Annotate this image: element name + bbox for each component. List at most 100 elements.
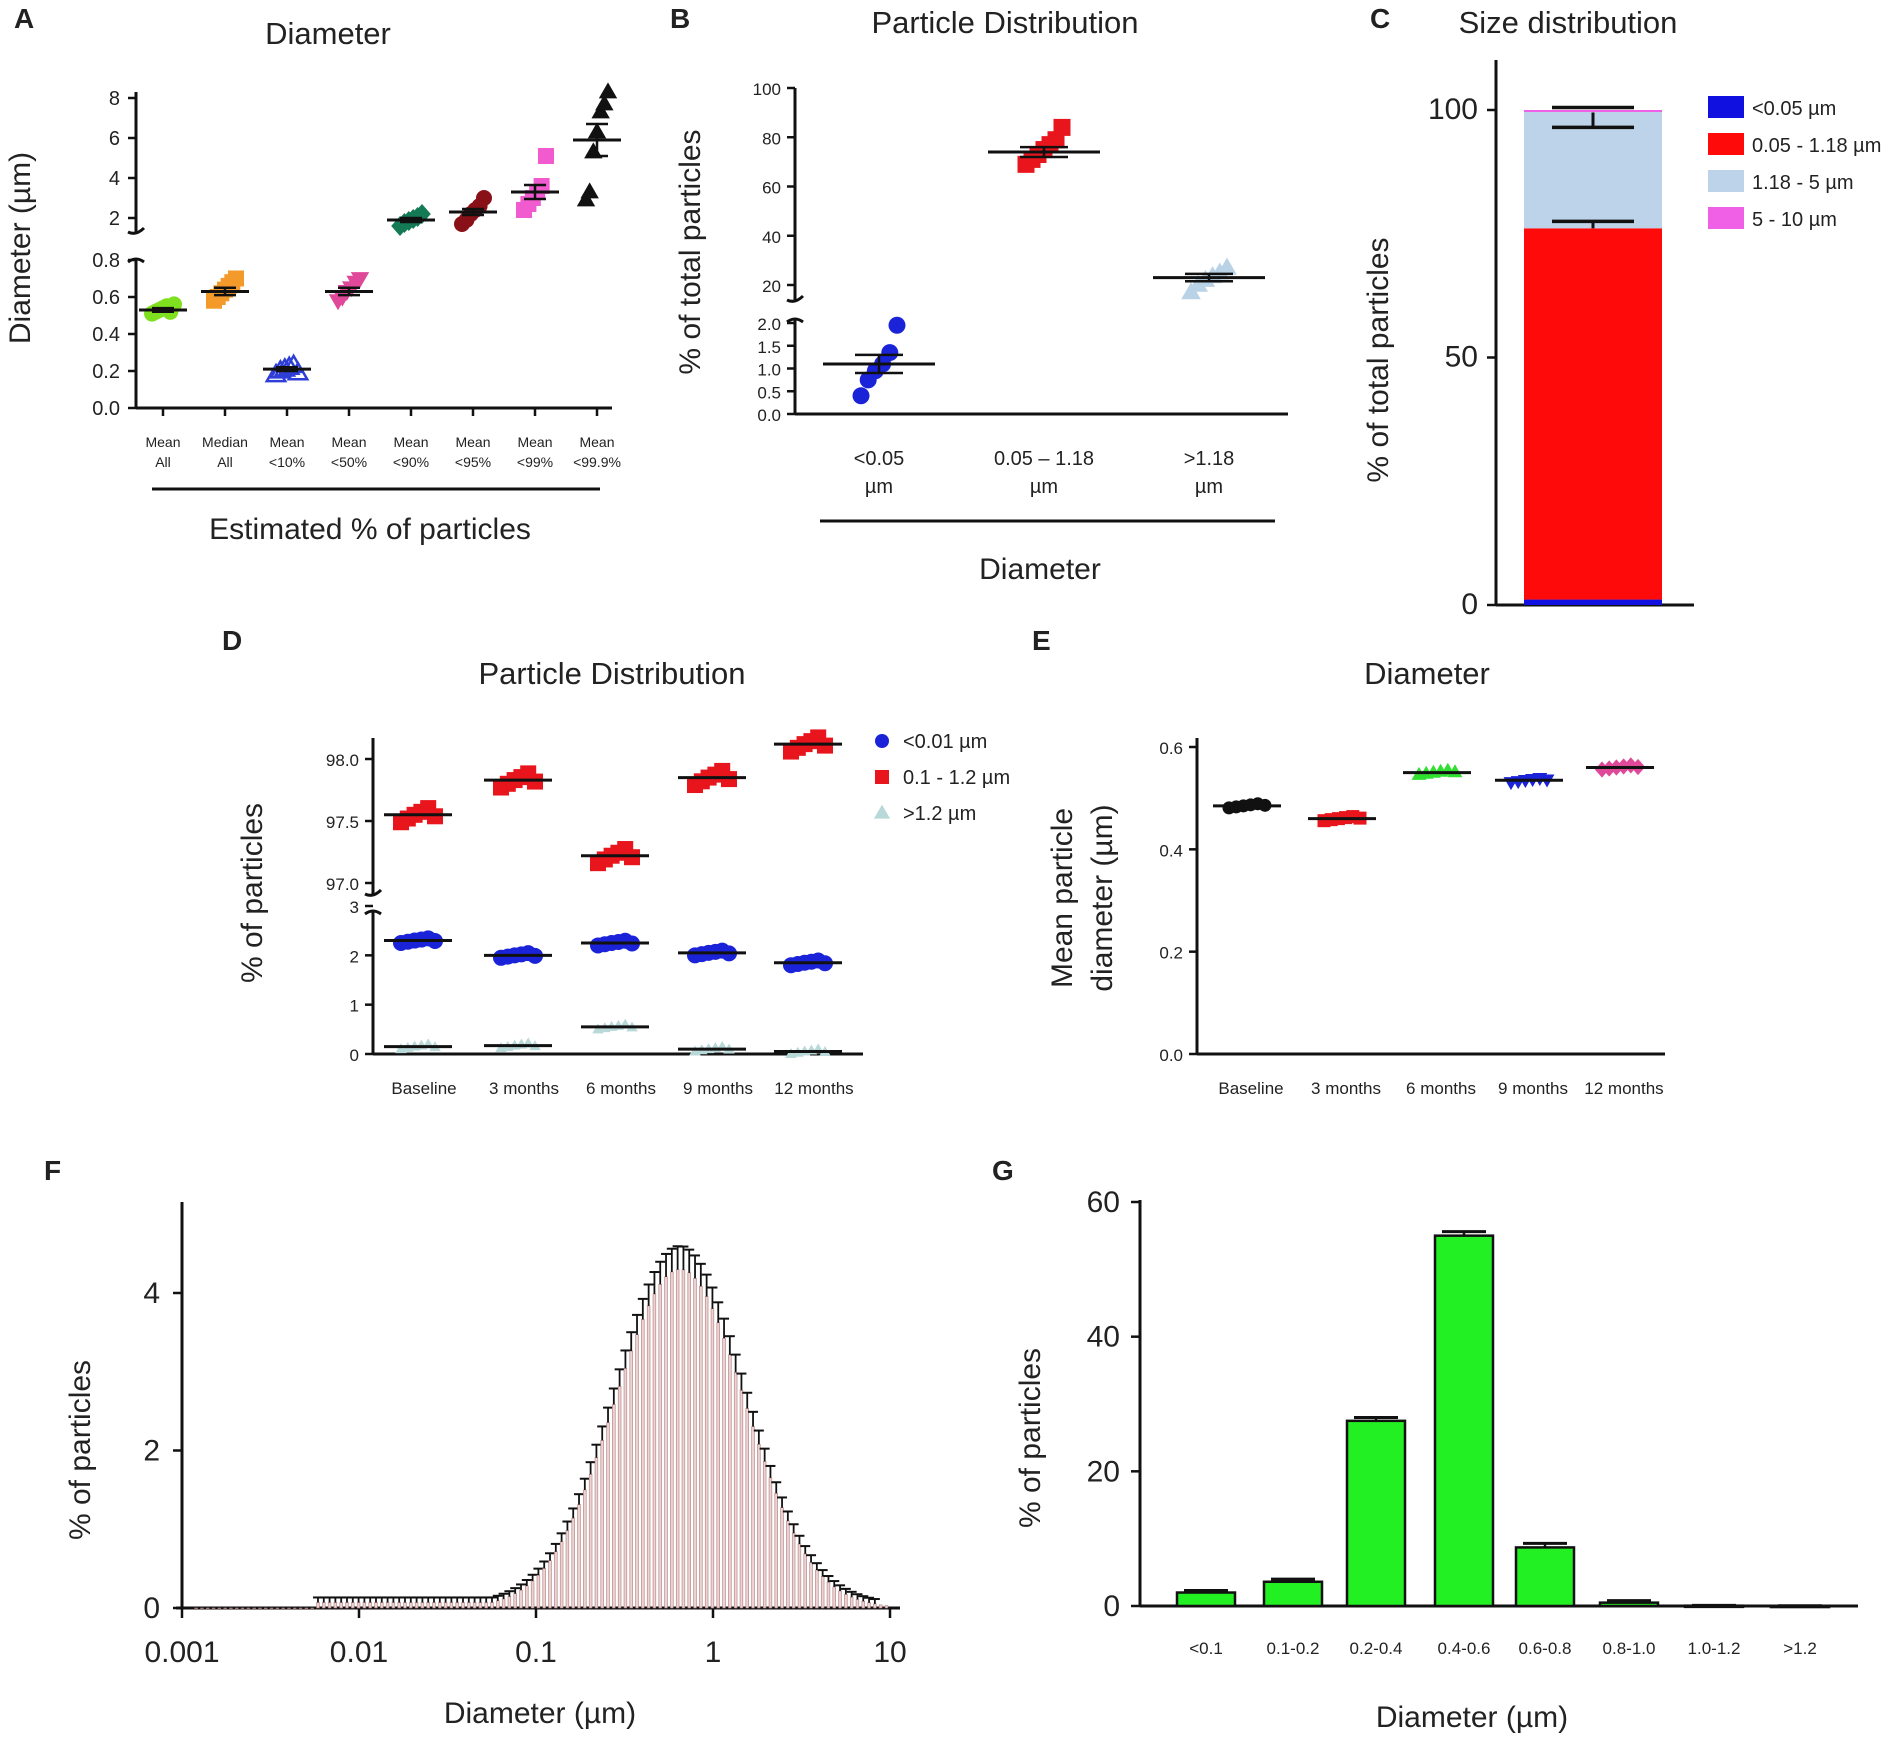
panel-d-legend-marker: [875, 770, 889, 784]
panel-e-title: Diameter: [1364, 656, 1490, 691]
panel-f-histogram-bar: [600, 1440, 604, 1609]
panel-g-x-tick-label: 0.2-0.4: [1350, 1639, 1403, 1658]
panel-f-histogram-bar: [588, 1473, 593, 1609]
panel-b: B Particle Distribution % of total particl…: [670, 3, 1288, 586]
panel-f-histogram-bar: [200, 1607, 204, 1609]
panel-f-histogram-bar: [316, 1602, 320, 1609]
panel-d-y-tick-label: 0: [350, 1046, 359, 1065]
panel-b-x-tick-label: µm: [1030, 476, 1058, 498]
panel-e-x-tick-label: 12 months: [1584, 1079, 1663, 1098]
panel-a-x-tick-label: Median: [202, 434, 248, 450]
panel-b-x-tick-label: µm: [865, 476, 893, 498]
panel-f-histogram-bar: [844, 1594, 848, 1609]
panel-f-histogram-bar: [577, 1504, 581, 1609]
panel-g-x-tick-label: >1.2: [1783, 1639, 1817, 1658]
panel-f-histogram-bar: [246, 1607, 251, 1609]
panel-letter-c: C: [1370, 3, 1390, 34]
panel-a-x-tick-label: <50%: [331, 454, 367, 470]
panel-b-data-point: [1217, 257, 1237, 275]
panel-f-histogram-bar: [525, 1585, 529, 1609]
panel-f-histogram-bar: [623, 1368, 628, 1609]
panel-g-y-tick-label: 40: [1087, 1321, 1120, 1354]
panel-f-x-tick-label: 10: [873, 1636, 906, 1669]
panel-f-histogram-bar: [675, 1269, 680, 1609]
panel-b-x-tick-label: µm: [1195, 476, 1223, 498]
panel-b-x-tick-label: >1.18: [1184, 448, 1235, 470]
panel-d-axis-break-mark: [364, 909, 382, 916]
panel-letter-g: G: [992, 1155, 1014, 1186]
panel-f-histogram-bar: [287, 1607, 291, 1609]
panel-f-histogram-bar: [374, 1602, 378, 1609]
panel-f-histogram-bar: [722, 1337, 726, 1609]
panel-f-histogram-bar: [820, 1576, 825, 1609]
panel-c-y-tick-label: 0: [1461, 588, 1478, 621]
panel-c-legend-label: 0.05 - 1.18 µm: [1752, 135, 1881, 157]
panel-f-histogram-bar: [194, 1607, 198, 1609]
panel-f-histogram-bar: [513, 1593, 517, 1609]
panel-f-histogram-bar: [606, 1422, 610, 1609]
panel-f-histogram-bar: [391, 1602, 396, 1609]
panel-f-histogram-bar: [385, 1602, 390, 1609]
panel-f-y-tick-label: 0: [143, 1592, 160, 1625]
panel-f-histogram-bar: [368, 1602, 372, 1609]
panel-f-histogram-bar: [223, 1607, 227, 1609]
panel-f-histogram-bar: [519, 1589, 523, 1609]
panel-f-y-axis-label: % of particles: [64, 1360, 97, 1540]
panel-f-histogram-bar: [791, 1532, 796, 1609]
panel-f-histogram-bar: [339, 1602, 343, 1609]
panel-f-histogram-bar: [438, 1602, 442, 1609]
panel-b-data-point: [852, 387, 870, 405]
panel-b-y-tick-label: 60: [762, 179, 781, 198]
panel-c-legend-swatch: [1708, 96, 1744, 118]
panel-f-histogram-bar: [554, 1551, 558, 1609]
panel-f-histogram-bar: [809, 1562, 813, 1609]
panel-d: D Particle Distribution % of particles 0 1 2 3…: [222, 625, 1010, 1098]
panel-a-x-tick-label: <10%: [269, 454, 305, 470]
panel-f-histogram-bar: [298, 1607, 303, 1609]
panel-f-histogram-bar: [861, 1600, 865, 1609]
panel-f-histogram-bar: [704, 1296, 709, 1609]
panel-a-x-tick-label: Mean: [517, 434, 552, 450]
panel-b-y-tick-label: 0.5: [757, 383, 781, 402]
panel-g-bar: [1514, 1546, 1576, 1608]
panel-f-histogram-bar: [269, 1607, 274, 1609]
panel-f-histogram-bar: [838, 1590, 842, 1609]
panel-a: A Diameter Diameter (µm) 0.0 0.2 0.4 0.6 0.8 2 4 6…: [4, 3, 621, 546]
panel-c-stacked-segment: [1524, 111, 1662, 229]
panel-f-histogram-bar: [258, 1607, 262, 1609]
panel-d-y-axis-label: % of particles: [236, 803, 269, 983]
panel-f-histogram-bar: [878, 1604, 883, 1609]
panel-f-histogram-bar: [815, 1569, 819, 1609]
panel-a-data-point: [476, 190, 492, 206]
panel-letter-e: E: [1032, 625, 1051, 656]
panel-a-x-tick-label: <90%: [393, 454, 429, 470]
panel-f-histogram-bar: [449, 1602, 454, 1609]
panel-f-histogram-bar: [786, 1520, 790, 1609]
panel-f-histogram-bar: [733, 1372, 738, 1609]
panel-b-axis-break-mark: [786, 317, 804, 324]
panel-f-histogram-bar: [832, 1586, 836, 1609]
panel-e-x-tick-label: 9 months: [1498, 1079, 1568, 1098]
panel-f-histogram-bar: [699, 1285, 703, 1609]
panel-f-histogram-bar: [716, 1322, 720, 1609]
panel-d-x-tick-label: 3 months: [489, 1079, 559, 1098]
panel-c-legend-label: 5 - 10 µm: [1752, 209, 1837, 231]
panel-a-axis-break-mark: [127, 226, 146, 235]
panel-a-x-tick-label: Mean: [455, 434, 490, 450]
panel-f-histogram-bar: [252, 1607, 256, 1609]
panel-f-histogram-bar: [757, 1443, 761, 1609]
panel-f-histogram-bar: [426, 1602, 430, 1609]
panel-g-y-tick-label: 20: [1087, 1455, 1120, 1488]
panel-f-y-tick-label: 2: [143, 1435, 160, 1468]
panel-f-histogram-bar: [884, 1605, 889, 1609]
panel-f-histogram-bar: [693, 1278, 697, 1609]
panel-f-histogram-bar: [548, 1560, 552, 1609]
panel-b-y-tick-label: 1.0: [757, 361, 781, 380]
panel-d-title: Particle Distribution: [478, 656, 745, 691]
panel-f: F % of particles Diameter (µm) 0 2 4 0.001 0.01…: [44, 1155, 907, 1730]
panel-f-histogram-bar: [501, 1598, 506, 1609]
panel-f-histogram-bar: [496, 1600, 500, 1609]
panel-d-x-tick-label: 12 months: [774, 1079, 853, 1098]
panel-d-legend-label: 0.1 - 1.2 µm: [903, 767, 1010, 789]
panel-f-histogram-bar: [345, 1602, 349, 1609]
